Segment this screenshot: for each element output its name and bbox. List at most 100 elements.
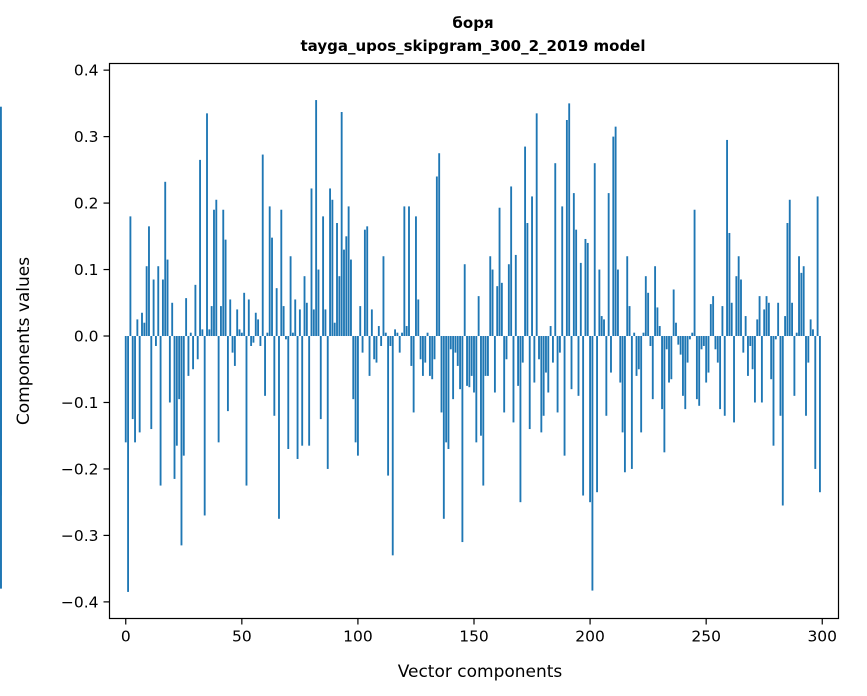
bar — [709, 304, 712, 337]
bar — [366, 226, 369, 337]
bar — [345, 236, 348, 337]
bar — [675, 322, 677, 337]
bar — [740, 279, 742, 337]
bar — [774, 336, 777, 340]
bar — [157, 266, 160, 337]
bar — [640, 336, 643, 433]
bar — [175, 336, 178, 446]
bar — [688, 336, 691, 340]
bar — [164, 181, 167, 337]
bar — [705, 336, 708, 383]
bar — [315, 100, 318, 337]
bar — [252, 336, 255, 343]
bar — [301, 336, 304, 446]
bar — [510, 186, 513, 337]
bar — [621, 336, 624, 433]
bar — [438, 153, 441, 337]
bar — [619, 336, 622, 383]
bar — [658, 326, 661, 337]
bar — [493, 336, 496, 393]
bar — [433, 336, 436, 360]
bar — [760, 336, 763, 403]
bar — [514, 254, 517, 337]
bar — [586, 242, 589, 337]
y-axis-label: Components values — [14, 257, 34, 425]
y-tick-label: −0.1 — [61, 394, 99, 412]
bar — [670, 336, 673, 380]
bar — [185, 298, 188, 337]
bar — [463, 264, 466, 337]
y-tick-label: −0.4 — [61, 593, 99, 611]
bar — [210, 306, 213, 337]
bar — [524, 146, 527, 337]
bar — [637, 336, 640, 370]
bar — [531, 196, 533, 337]
bar — [361, 336, 364, 353]
bar — [308, 336, 311, 446]
bar — [558, 336, 561, 353]
bar — [224, 239, 227, 337]
bar — [136, 319, 139, 337]
bar — [171, 302, 174, 337]
bar — [240, 332, 243, 337]
bar — [575, 229, 578, 337]
bar — [577, 336, 580, 396]
bar — [484, 336, 487, 376]
bar — [693, 209, 696, 337]
bar — [552, 336, 554, 363]
bar — [470, 336, 473, 376]
bar — [180, 336, 183, 546]
x-tick-label: 250 — [691, 628, 721, 646]
bar — [254, 312, 257, 337]
bar — [593, 163, 596, 337]
bar — [129, 216, 132, 337]
bar — [0, 106, 2, 337]
bar — [384, 332, 387, 337]
bar — [401, 332, 403, 337]
bar — [257, 319, 260, 337]
bar — [238, 329, 241, 337]
y-tick-label: 0.3 — [74, 128, 99, 146]
bar — [772, 336, 775, 446]
bar — [461, 336, 464, 543]
bar — [682, 336, 684, 396]
bar — [243, 292, 246, 337]
bar — [788, 199, 791, 337]
bar — [800, 272, 803, 337]
bar — [396, 332, 399, 337]
x-tick-label: 100 — [343, 628, 373, 646]
bar — [266, 332, 269, 337]
bar — [285, 336, 287, 340]
bar — [554, 163, 557, 337]
bar — [765, 296, 768, 337]
bar — [161, 279, 164, 337]
bar — [229, 299, 232, 337]
bar — [143, 322, 146, 337]
bar — [538, 336, 540, 360]
bar — [561, 206, 564, 337]
bar — [389, 336, 392, 346]
bar — [354, 336, 357, 443]
bar — [649, 336, 652, 346]
bar — [206, 113, 208, 337]
bar — [259, 336, 262, 346]
bar — [150, 336, 153, 430]
bar — [707, 336, 710, 373]
bar — [405, 326, 408, 337]
bar — [633, 332, 636, 337]
bar — [786, 223, 789, 337]
bar — [684, 336, 687, 410]
bar — [607, 193, 610, 337]
x-tick-label: 50 — [232, 628, 252, 646]
bar — [459, 336, 461, 390]
bar — [630, 336, 633, 469]
bar — [805, 336, 807, 416]
bar — [614, 126, 617, 337]
bar — [426, 332, 429, 337]
bar — [391, 336, 394, 556]
x-tick-label: 150 — [459, 628, 489, 646]
bar — [250, 336, 253, 346]
bar — [570, 336, 573, 390]
bar — [326, 336, 329, 469]
bar — [779, 336, 782, 416]
